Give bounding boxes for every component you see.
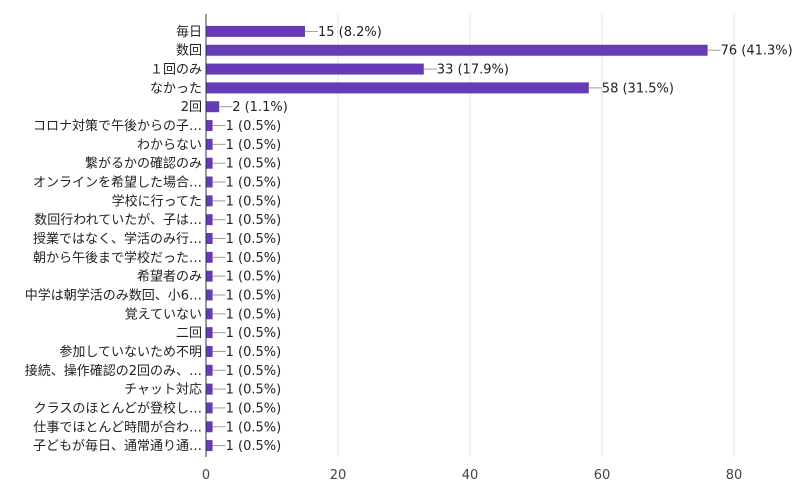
category-label: 2回 bbox=[181, 100, 202, 115]
category-label: クラスのほとんどが登校し… bbox=[34, 400, 202, 416]
category-label: 数回行われていたが、子は… bbox=[34, 213, 202, 228]
category-label: 二回 bbox=[176, 326, 202, 341]
value-label: 1 (0.5%) bbox=[226, 307, 282, 322]
bar bbox=[206, 101, 220, 113]
gridlines bbox=[337, 14, 735, 457]
bar bbox=[206, 82, 589, 94]
category-label: 子どもが毎日、通常通り通… bbox=[33, 438, 202, 454]
category-label: 希望者のみ bbox=[137, 269, 202, 285]
bar bbox=[206, 138, 213, 150]
value-label: 1 (0.5%) bbox=[226, 213, 282, 228]
category-label: 繋がるかの確認のみ bbox=[85, 156, 202, 172]
bar bbox=[206, 289, 213, 301]
x-tick-label: 60 bbox=[594, 468, 611, 483]
x-tick-label: 20 bbox=[330, 468, 347, 483]
category-label: わからない bbox=[137, 138, 202, 153]
bar bbox=[206, 120, 213, 132]
bars bbox=[206, 25, 708, 452]
category-label: 覚えていない bbox=[125, 307, 202, 322]
category-label: コロナ対策で午後からの子… bbox=[33, 118, 202, 134]
value-label: 1 (0.5%) bbox=[226, 176, 282, 191]
value-label: 1 (0.5%) bbox=[226, 345, 282, 360]
value-label: 1 (0.5%) bbox=[226, 420, 282, 435]
value-label: 1 (0.5%) bbox=[226, 138, 282, 153]
x-tick-label: 40 bbox=[462, 468, 479, 483]
value-label: 1 (0.5%) bbox=[226, 157, 282, 172]
value-label: 1 (0.5%) bbox=[226, 270, 282, 285]
category-label: 毎日 bbox=[176, 24, 202, 40]
bar bbox=[206, 25, 305, 37]
category-label: チャット対応 bbox=[124, 383, 202, 398]
value-label: 1 (0.5%) bbox=[226, 326, 282, 341]
category-label: 仕事でほとんど時間が合わ… bbox=[33, 420, 202, 435]
category-label: １回のみ bbox=[150, 63, 202, 78]
value-label: 1 (0.5%) bbox=[226, 439, 282, 454]
value-label: 15 (8.2%) bbox=[318, 25, 382, 40]
category-label: 授業ではなく、学活のみ行… bbox=[33, 231, 202, 247]
bar bbox=[206, 176, 213, 188]
value-label: 58 (31.5%) bbox=[602, 81, 674, 96]
bar bbox=[206, 383, 213, 395]
category-label: 朝から午後まで学校だった… bbox=[33, 250, 202, 266]
labels: 0 20 40 60 80 毎日 15 (8.2%) 数回 76 (41.3%) １回のみ 33 (… bbox=[25, 24, 793, 483]
bar bbox=[206, 157, 213, 169]
category-label: 接続、操作確認の2回のみ、… bbox=[25, 363, 202, 379]
value-label: 1 (0.5%) bbox=[226, 383, 282, 398]
bar bbox=[206, 440, 213, 452]
category-label: オンラインを希望した場合… bbox=[33, 175, 202, 191]
bar bbox=[206, 214, 213, 226]
bar bbox=[206, 327, 213, 339]
bar bbox=[206, 270, 213, 282]
category-label: 学校に行ってた bbox=[112, 193, 202, 209]
bar bbox=[206, 421, 213, 433]
x-tick-label: 80 bbox=[726, 468, 743, 483]
bar bbox=[206, 251, 213, 263]
value-label: 1 (0.5%) bbox=[226, 194, 282, 209]
value-label: 1 (0.5%) bbox=[226, 364, 282, 379]
bar bbox=[206, 63, 424, 75]
bar bbox=[206, 345, 213, 357]
value-label: 33 (17.9%) bbox=[437, 63, 509, 78]
category-label: 数回 bbox=[176, 44, 202, 59]
bar bbox=[206, 402, 213, 414]
value-label: 1 (0.5%) bbox=[226, 401, 282, 416]
x-tick-label: 0 bbox=[202, 468, 210, 483]
bar bbox=[206, 44, 708, 56]
bar bbox=[206, 195, 213, 207]
category-label: 中学は朝学活のみ数回、小6… bbox=[25, 287, 202, 303]
category-label: なかった bbox=[150, 81, 202, 96]
value-label: 1 (0.5%) bbox=[226, 119, 282, 134]
value-label: 76 (41.3%) bbox=[721, 44, 793, 59]
value-label: 2 (1.1%) bbox=[232, 100, 288, 115]
bar bbox=[206, 308, 213, 320]
category-label: 参加していないため不明 bbox=[59, 344, 202, 360]
value-label: 1 (0.5%) bbox=[226, 288, 282, 303]
value-label: 1 (0.5%) bbox=[226, 251, 282, 266]
bar bbox=[206, 364, 213, 376]
bar bbox=[206, 233, 213, 244]
value-label: 1 (0.5%) bbox=[226, 232, 282, 247]
